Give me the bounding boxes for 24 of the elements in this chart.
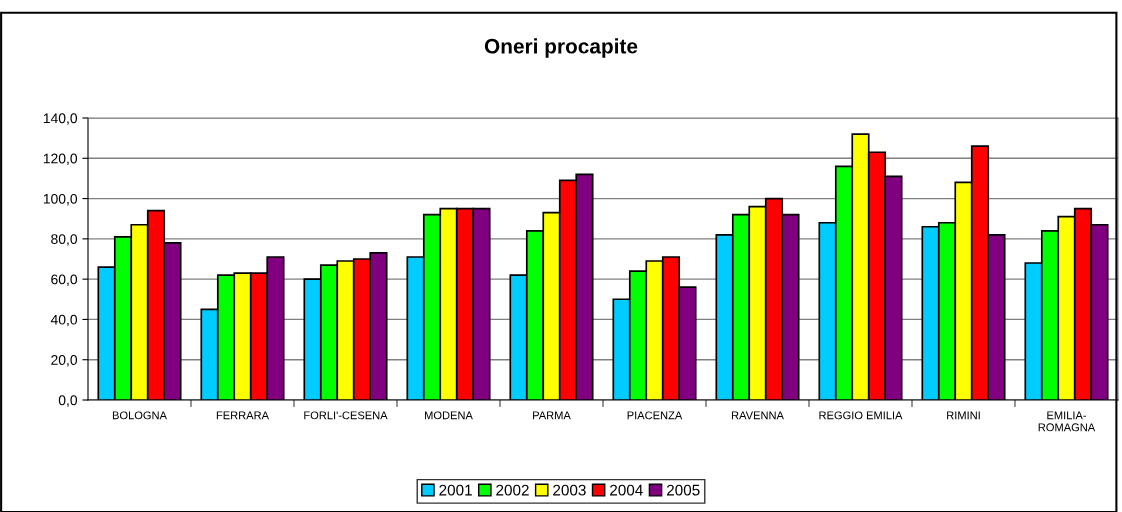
y-tick-label: 140,0: [43, 113, 78, 125]
x-tick-label: BOLOGNA: [112, 411, 167, 420]
y-tick-label: 100,0: [43, 193, 78, 206]
y-tick-label: 80,0: [51, 234, 78, 246]
y-tick-label: 40,0: [50, 314, 78, 327]
x-tick-label: EMILIA- ROMAGNA: [1038, 411, 1096, 432]
legend-label: 2005: [666, 484, 700, 496]
y-tick-label: 60,0: [51, 274, 78, 286]
y-tick-label: 0,0: [58, 395, 78, 407]
x-tick-label: RAVENNA: [731, 411, 784, 420]
legend-label: 2002: [496, 484, 529, 496]
x-tick-label: PIACENZA: [627, 411, 683, 420]
legend-label: 2003: [553, 484, 586, 496]
chart-title: Oneri procapite: [484, 38, 638, 58]
y-tick-label: 120,0: [43, 153, 78, 166]
x-tick-label: FORLI'-CESENA: [304, 411, 388, 420]
x-tick-label: FERRARA: [216, 411, 270, 420]
x-tick-label: MODENA: [425, 411, 473, 420]
x-tick-label: PARMA: [533, 411, 571, 420]
y-tick-label: 20,0: [51, 355, 78, 367]
x-tick-label: RIMINI: [947, 411, 980, 420]
legend-label: 2004: [610, 484, 643, 496]
legend-label: 2001: [439, 484, 472, 496]
x-tick-label: REGGIO EMILIA: [819, 411, 903, 420]
